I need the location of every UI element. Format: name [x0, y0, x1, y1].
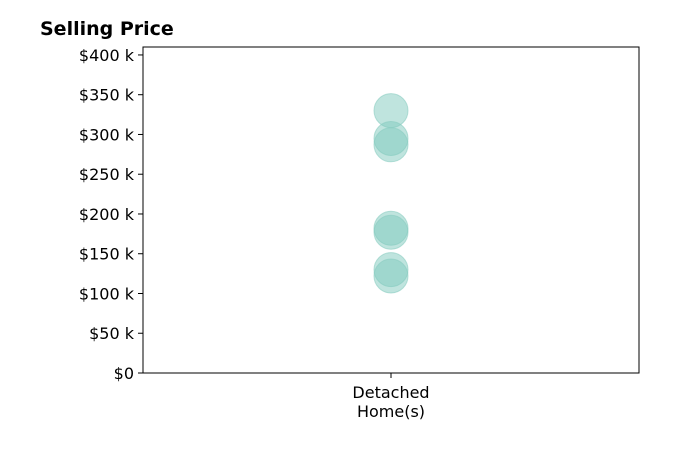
y-axis: $0 $50 k $100 k $150 k $200 k $250 k $300 k $35… — [79, 46, 143, 383]
data-point — [373, 214, 409, 250]
data-points — [373, 93, 409, 294]
y-tick-label: $250 k — [79, 165, 135, 184]
y-tick-label: $350 k — [79, 86, 135, 105]
y-tick-label: $100 k — [79, 284, 135, 303]
x-tick-label-line: Home(s) — [357, 402, 425, 421]
y-tick-label: $0 — [114, 364, 134, 383]
x-tick-label-line: Detached — [352, 383, 429, 402]
y-tick-label: $400 k — [79, 46, 135, 65]
y-tick-label: $200 k — [79, 205, 135, 224]
y-tick-label: $150 k — [79, 245, 135, 264]
data-point — [373, 258, 409, 294]
x-tick-label: Detached Home(s) — [352, 383, 429, 421]
y-tick-label: $50 k — [89, 324, 135, 343]
x-axis: Detached Home(s) — [352, 373, 430, 421]
y-tick-label: $300 k — [79, 125, 135, 144]
chart-title: Selling Price — [40, 18, 174, 40]
data-point — [373, 127, 409, 163]
